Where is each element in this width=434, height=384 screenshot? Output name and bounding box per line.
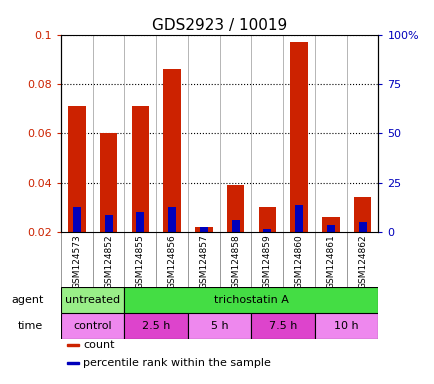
Text: GSM124859: GSM124859 bbox=[262, 235, 271, 290]
Bar bbox=[72, 207, 81, 232]
Text: trichostatin A: trichostatin A bbox=[214, 295, 288, 305]
Text: GSM124861: GSM124861 bbox=[326, 235, 335, 290]
Text: count: count bbox=[83, 340, 115, 350]
Text: control: control bbox=[73, 321, 112, 331]
Bar bbox=[124, 313, 187, 339]
Title: GDS2923 / 10019: GDS2923 / 10019 bbox=[152, 18, 286, 33]
Bar bbox=[61, 288, 124, 313]
Text: GSM124573: GSM124573 bbox=[72, 235, 81, 290]
Bar bbox=[68, 106, 85, 232]
Bar bbox=[314, 313, 378, 339]
Bar bbox=[226, 185, 244, 232]
Text: GSM124860: GSM124860 bbox=[294, 235, 303, 290]
Text: 5 h: 5 h bbox=[210, 321, 228, 331]
Bar bbox=[294, 205, 302, 232]
Bar bbox=[104, 215, 112, 232]
Bar bbox=[187, 313, 251, 339]
Bar bbox=[67, 344, 79, 346]
Text: GSM124856: GSM124856 bbox=[167, 235, 176, 290]
Text: agent: agent bbox=[11, 295, 43, 305]
Bar bbox=[231, 220, 239, 232]
Bar bbox=[99, 133, 117, 232]
Bar bbox=[131, 106, 149, 232]
Bar bbox=[289, 42, 307, 232]
Bar bbox=[124, 288, 378, 313]
Bar bbox=[326, 225, 334, 232]
Bar bbox=[258, 207, 276, 232]
Text: time: time bbox=[18, 321, 43, 331]
Bar bbox=[163, 69, 181, 232]
Text: untreated: untreated bbox=[65, 295, 120, 305]
Bar bbox=[61, 313, 124, 339]
Bar bbox=[67, 362, 79, 364]
Bar bbox=[136, 212, 144, 232]
Bar bbox=[263, 230, 271, 232]
Text: GSM124855: GSM124855 bbox=[135, 235, 145, 290]
Bar bbox=[251, 313, 314, 339]
Bar bbox=[194, 227, 212, 232]
Text: GSM124857: GSM124857 bbox=[199, 235, 208, 290]
Bar bbox=[321, 217, 339, 232]
Text: 7.5 h: 7.5 h bbox=[268, 321, 297, 331]
Text: GSM124858: GSM124858 bbox=[230, 235, 240, 290]
Text: 10 h: 10 h bbox=[334, 321, 358, 331]
Text: GSM124862: GSM124862 bbox=[357, 235, 366, 290]
Bar bbox=[353, 197, 371, 232]
Text: GSM124852: GSM124852 bbox=[104, 235, 113, 290]
Bar bbox=[199, 227, 207, 232]
Bar bbox=[358, 222, 366, 232]
Text: percentile rank within the sample: percentile rank within the sample bbox=[83, 358, 271, 368]
Text: 2.5 h: 2.5 h bbox=[141, 321, 170, 331]
Bar bbox=[168, 207, 176, 232]
